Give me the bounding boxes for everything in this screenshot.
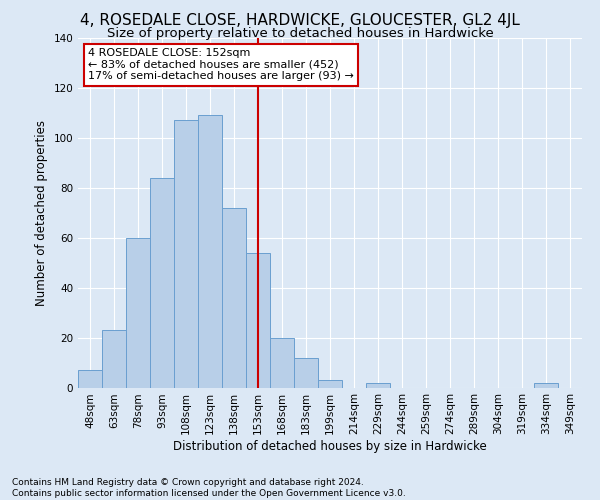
Bar <box>318 380 342 388</box>
Bar <box>366 382 390 388</box>
Bar <box>534 382 558 388</box>
X-axis label: Distribution of detached houses by size in Hardwicke: Distribution of detached houses by size … <box>173 440 487 453</box>
Text: 4 ROSEDALE CLOSE: 152sqm
← 83% of detached houses are smaller (452)
17% of semi-: 4 ROSEDALE CLOSE: 152sqm ← 83% of detach… <box>88 48 354 81</box>
Bar <box>222 208 246 388</box>
Bar <box>102 330 126 388</box>
Bar <box>246 252 270 388</box>
Text: Size of property relative to detached houses in Hardwicke: Size of property relative to detached ho… <box>107 28 493 40</box>
Bar <box>78 370 102 388</box>
Text: 4, ROSEDALE CLOSE, HARDWICKE, GLOUCESTER, GL2 4JL: 4, ROSEDALE CLOSE, HARDWICKE, GLOUCESTER… <box>80 12 520 28</box>
Bar <box>294 358 318 388</box>
Bar <box>150 178 174 388</box>
Bar <box>126 238 150 388</box>
Y-axis label: Number of detached properties: Number of detached properties <box>35 120 48 306</box>
Bar <box>198 115 222 388</box>
Bar <box>174 120 198 388</box>
Text: Contains HM Land Registry data © Crown copyright and database right 2024.
Contai: Contains HM Land Registry data © Crown c… <box>12 478 406 498</box>
Bar <box>270 338 294 388</box>
